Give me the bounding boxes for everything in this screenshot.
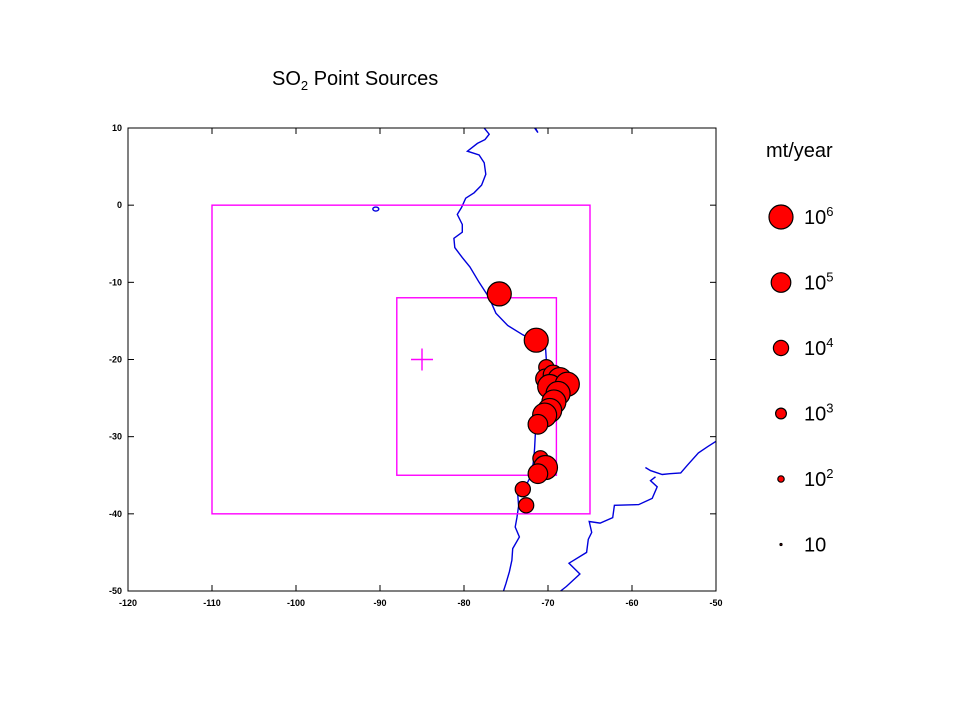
legend-marker-4 xyxy=(777,475,785,483)
x-tick-label-7: -50 xyxy=(709,598,722,608)
coastline-argentina xyxy=(560,476,659,591)
coastline-pacific xyxy=(453,128,547,591)
x-tick-label-5: -70 xyxy=(541,598,554,608)
coastline-uruguay xyxy=(645,440,716,476)
legend-marker-0 xyxy=(768,204,794,230)
legend-label-1: 105 xyxy=(804,270,833,295)
legend-label-base: 10 xyxy=(804,207,826,229)
y-tick-label-1: 0 xyxy=(117,200,122,210)
y-tick-label-6: -50 xyxy=(109,586,122,596)
x-tick-label-1: -110 xyxy=(203,598,221,608)
island-0 xyxy=(372,206,380,212)
point-source-18 xyxy=(514,480,532,498)
legend-label-base: 10 xyxy=(804,273,826,295)
chart-title-rest: Point Sources xyxy=(308,68,438,90)
legend-label-exponent: 5 xyxy=(826,270,833,285)
legend-label-4: 102 xyxy=(804,466,833,491)
legend-label-exponent: 3 xyxy=(826,401,833,416)
x-tick-label-2: -100 xyxy=(287,598,305,608)
y-tick-label-5: -40 xyxy=(109,509,122,519)
chart-title-subscript: 2 xyxy=(301,78,308,93)
chart-title: SO2 Point Sources xyxy=(272,68,438,93)
point-source-19 xyxy=(517,497,535,514)
x-tick-label-3: -90 xyxy=(373,598,386,608)
legend-label-base: 10 xyxy=(804,338,826,360)
point-source-13 xyxy=(527,413,549,435)
legend-label-exponent: 2 xyxy=(826,466,833,481)
map-layer xyxy=(211,128,716,591)
legend-marker-1 xyxy=(770,272,792,293)
legend-label-0: 106 xyxy=(804,204,833,229)
legend-marker-5 xyxy=(779,542,783,547)
legend-title: mt/year xyxy=(766,140,833,162)
y-tick-label-2: -10 xyxy=(109,277,122,287)
point-source-17 xyxy=(527,463,549,485)
center-cross-marker xyxy=(411,348,433,371)
legend-label-base: 10 xyxy=(804,535,826,557)
legend-label-base: 10 xyxy=(804,404,826,426)
point-source-1 xyxy=(486,281,512,307)
legend-label-exponent: 4 xyxy=(826,335,833,350)
y-tick-label-4: -30 xyxy=(109,432,122,442)
legend-marker-2 xyxy=(772,339,790,357)
legend-label-5: 10 xyxy=(804,535,826,557)
x-tick-label-0: -120 xyxy=(119,598,137,608)
plot-area: -120 -110 -100 -90 -80 -70 -60 -50 10 0 -10 -20 -30 -… xyxy=(109,123,723,608)
x-tick-label-4: -80 xyxy=(457,598,470,608)
legend-marker-3 xyxy=(774,407,787,420)
legend-label-3: 103 xyxy=(804,401,833,426)
legend-label-base: 10 xyxy=(804,469,826,491)
legend-label-2: 104 xyxy=(804,335,833,360)
domain-box-1 xyxy=(211,204,591,515)
chart-title-main: SO xyxy=(272,68,301,90)
y-tick-label-0: 10 xyxy=(112,123,122,133)
legend-label-exponent: 6 xyxy=(826,204,833,219)
x-tick-label-6: -60 xyxy=(625,598,638,608)
point-source-2 xyxy=(523,327,549,353)
y-tick-label-3: -20 xyxy=(109,355,122,365)
coastline-caribbean xyxy=(534,128,539,134)
